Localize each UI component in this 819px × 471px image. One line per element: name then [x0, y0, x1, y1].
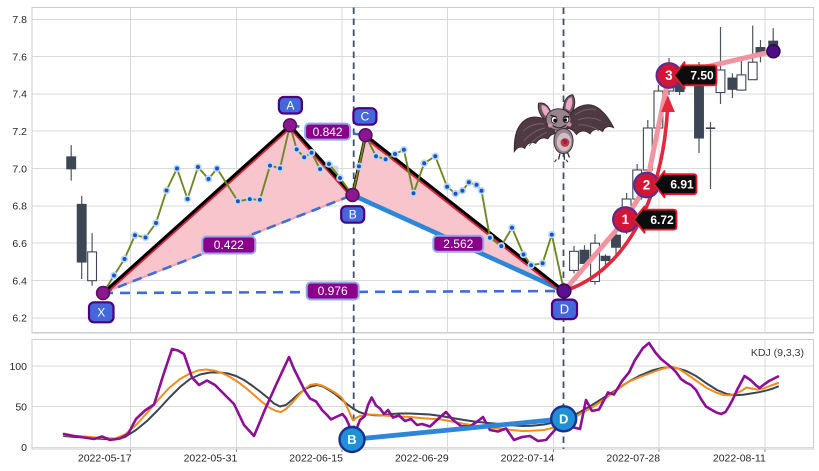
svg-text:6.2: 6.2	[12, 313, 27, 325]
svg-text:6.6: 6.6	[12, 238, 27, 250]
svg-text:2022-07-28: 2022-07-28	[606, 453, 660, 465]
svg-text:C: C	[361, 110, 370, 124]
svg-text:2022-08-11: 2022-08-11	[713, 453, 766, 465]
svg-text:0.422: 0.422	[214, 238, 244, 252]
svg-text:2022-07-14: 2022-07-14	[501, 453, 555, 465]
svg-text:D: D	[560, 302, 569, 317]
svg-text:A: A	[286, 99, 294, 113]
svg-text:B: B	[349, 208, 357, 222]
svg-text:0.842: 0.842	[313, 125, 343, 139]
svg-text:6.8: 6.8	[12, 201, 27, 213]
svg-text:6.4: 6.4	[12, 275, 27, 287]
svg-text:1: 1	[622, 212, 630, 227]
svg-text:7.4: 7.4	[12, 89, 27, 101]
svg-text:0: 0	[21, 442, 27, 454]
svg-text:D: D	[559, 411, 568, 426]
svg-text:50: 50	[15, 402, 27, 414]
svg-text:7.6: 7.6	[12, 51, 27, 63]
svg-text:B: B	[347, 432, 356, 447]
svg-text:X: X	[97, 306, 105, 320]
svg-text:KDJ (9,3,3): KDJ (9,3,3)	[751, 347, 804, 359]
svg-text:6.72: 6.72	[650, 213, 674, 227]
svg-text:6.91: 6.91	[670, 178, 694, 192]
svg-text:7.0: 7.0	[12, 163, 27, 175]
svg-text:2022-05-17: 2022-05-17	[78, 453, 132, 465]
svg-text:100: 100	[9, 361, 27, 373]
svg-text:2022-05-31: 2022-05-31	[184, 453, 238, 465]
svg-text:7.50: 7.50	[690, 69, 714, 83]
svg-text:3: 3	[665, 68, 673, 83]
svg-text:0.976: 0.976	[318, 284, 348, 298]
svg-text:7.2: 7.2	[12, 126, 27, 138]
svg-text:7.8: 7.8	[12, 14, 27, 26]
svg-text:2022-06-15: 2022-06-15	[289, 453, 343, 465]
svg-text:2: 2	[643, 178, 651, 193]
svg-text:2.562: 2.562	[443, 237, 473, 251]
svg-text:2022-06-29: 2022-06-29	[395, 453, 449, 465]
